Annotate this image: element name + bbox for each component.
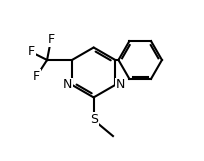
Text: F: F [47,33,54,46]
Text: S: S [89,114,97,126]
Text: N: N [115,78,124,91]
Text: F: F [27,45,34,58]
Text: N: N [62,78,72,91]
Text: F: F [33,70,40,83]
